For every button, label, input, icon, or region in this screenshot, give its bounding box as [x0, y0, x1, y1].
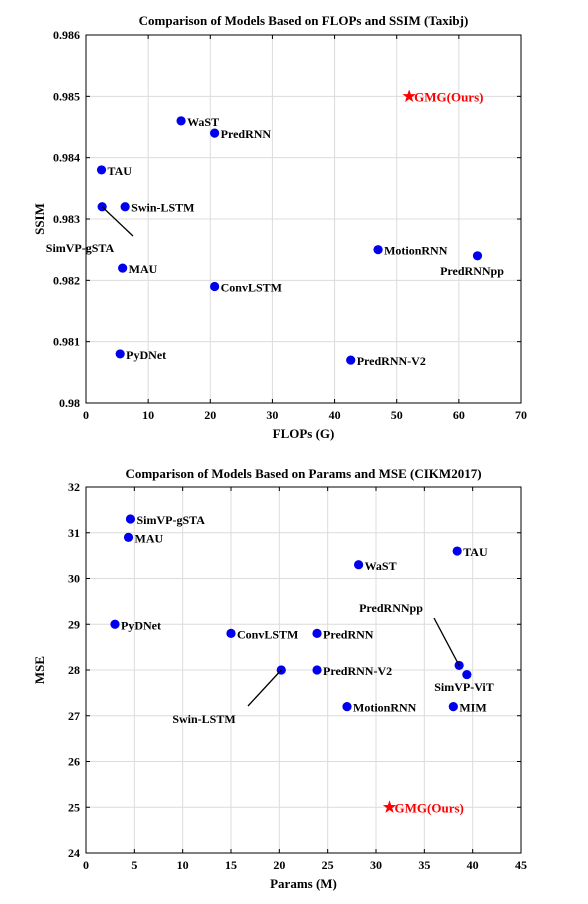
- point-predrnnpp: [454, 660, 464, 671]
- x-tick-label: 10: [142, 408, 154, 422]
- point-pydnet: [115, 349, 125, 359]
- x-tick-label: 10: [177, 858, 189, 872]
- y-tick-label: 31: [68, 526, 80, 540]
- callout-line-predrnnpp: [433, 617, 460, 666]
- y-tick-label: 0.985: [53, 89, 80, 103]
- x-tick-label: 20: [204, 408, 216, 422]
- point-convlstm: [210, 281, 220, 292]
- chart-title: Comparison of Models Based on Params and…: [125, 466, 481, 481]
- x-axis-label: Params (M): [270, 876, 337, 891]
- x-tick-label: 40: [329, 408, 341, 422]
- x-tick-label: 35: [418, 858, 430, 872]
- y-tick-label: 29: [68, 617, 80, 631]
- x-tick-label: 20: [273, 858, 285, 872]
- x-tick-label: 50: [391, 408, 403, 422]
- x-tick-label: 70: [515, 408, 527, 422]
- point-label-simvp-gsta: SimVP-gSTA: [46, 241, 115, 255]
- point-label-predrnn-v2: PredRNN-V2: [323, 664, 392, 678]
- y-tick-label: 0.981: [53, 335, 80, 349]
- point-label-simvp-gsta: SimVP-gSTA: [136, 513, 205, 527]
- x-tick-label: 15: [225, 858, 237, 872]
- y-tick-label: 28: [68, 663, 80, 677]
- point-predrnn: [312, 628, 322, 639]
- point-label-wast: WaST: [187, 115, 219, 129]
- y-tick-label: 26: [68, 755, 80, 769]
- point-tau: [452, 546, 462, 556]
- y-tick-label: 25: [68, 800, 80, 814]
- x-tick-label: 0: [83, 858, 89, 872]
- point-label-gmg-ours: GMG(Ours): [395, 800, 464, 815]
- point-swin-lstm: [120, 202, 130, 212]
- point-label-swin-lstm: Swin-LSTM: [131, 201, 194, 215]
- y-axis-label: SSIM: [32, 203, 47, 235]
- y-tick-label: 0.98: [59, 396, 80, 410]
- point-label-gmg-ours: GMG(Ours): [414, 89, 483, 104]
- point-tau: [96, 165, 107, 175]
- x-tick-label: 30: [370, 858, 382, 872]
- point-label-tau: TAU: [108, 164, 133, 178]
- point-predrnn-v2: [312, 665, 322, 675]
- point-gmg-ours: [402, 89, 416, 102]
- y-tick-label: 0.986: [53, 28, 80, 42]
- y-tick-label: 0.983: [53, 212, 80, 226]
- point-label-swin-lstm: Swin-LSTM: [172, 712, 235, 726]
- point-label-predrnn: PredRNN: [221, 127, 272, 141]
- y-tick-label: 24: [68, 846, 80, 860]
- point-predrnn-v2: [346, 355, 356, 365]
- x-tick-label: 5: [131, 858, 137, 872]
- point-label-convlstm: ConvLSTM: [221, 280, 282, 294]
- point-mim: [448, 702, 458, 712]
- point-motionrnn: [373, 245, 383, 255]
- x-tick-label: 0: [83, 408, 89, 422]
- x-tick-label: 30: [266, 408, 278, 422]
- y-tick-label: 27: [68, 709, 80, 723]
- point-gmg-ours: [382, 800, 397, 813]
- y-tick-label: 0.984: [53, 151, 80, 165]
- point-predrnn: [210, 128, 220, 138]
- chart-title: Comparison of Models Based on FLOPs and …: [139, 13, 469, 28]
- point-label-simvp-vit: SimVP-ViT: [434, 680, 494, 694]
- x-tick-label: 25: [322, 858, 334, 872]
- x-axis-label: FLOPs (G): [273, 426, 335, 441]
- point-predrnnpp: [472, 251, 483, 261]
- point-label-predrnn: PredRNN: [323, 627, 374, 641]
- y-tick-label: 0.982: [53, 273, 80, 287]
- point-wast: [354, 560, 364, 570]
- point-label-predrnnpp: PredRNNpp: [359, 601, 423, 615]
- point-label-motionrnn: MotionRNN: [384, 244, 448, 258]
- y-tick-label: 30: [68, 572, 80, 586]
- point-label-wast: WaST: [365, 559, 397, 573]
- y-axis-label: MSE: [32, 656, 47, 684]
- x-tick-label: 60: [453, 408, 465, 422]
- point-motionrnn: [342, 702, 352, 712]
- point-mau: [118, 263, 128, 273]
- callout-line-simvp-gsta: [101, 206, 134, 237]
- point-simvp-gsta: [125, 514, 136, 524]
- point-label-pydnet: PyDNet: [121, 618, 161, 632]
- point-label-convlstm: ConvLSTM: [237, 627, 298, 641]
- point-label-mim: MIM: [459, 701, 486, 715]
- point-label-pydnet: PyDNet: [126, 348, 166, 362]
- point-label-mau: MAU: [135, 531, 164, 545]
- y-tick-label: 32: [68, 480, 80, 494]
- point-simvp-vit: [462, 669, 472, 680]
- point-wast: [176, 116, 186, 126]
- chart-2: 0 5 10 15 20 25 30 35 40 45 24 25 26 27 28 29 30 31 32 Comp…: [32, 466, 527, 891]
- point-label-mau: MAU: [129, 262, 158, 276]
- callout-line-swin-lstm: [247, 669, 282, 707]
- chart-1: 0 10 20 30 40 50 60 70 0.98 0.981 0.982 0.983 0.984 0…: [32, 13, 527, 441]
- point-label-predrnn-v2: PredRNN-V2: [357, 354, 426, 368]
- point-mau: [123, 532, 134, 542]
- point-convlstm: [226, 628, 236, 639]
- point-pydnet: [110, 619, 120, 629]
- x-tick-label: 45: [515, 858, 527, 872]
- point-label-motionrnn: MotionRNN: [353, 701, 417, 715]
- x-tick-label: 40: [467, 858, 479, 872]
- point-label-tau: TAU: [463, 545, 488, 559]
- point-label-predrnnpp: PredRNNpp: [440, 264, 504, 278]
